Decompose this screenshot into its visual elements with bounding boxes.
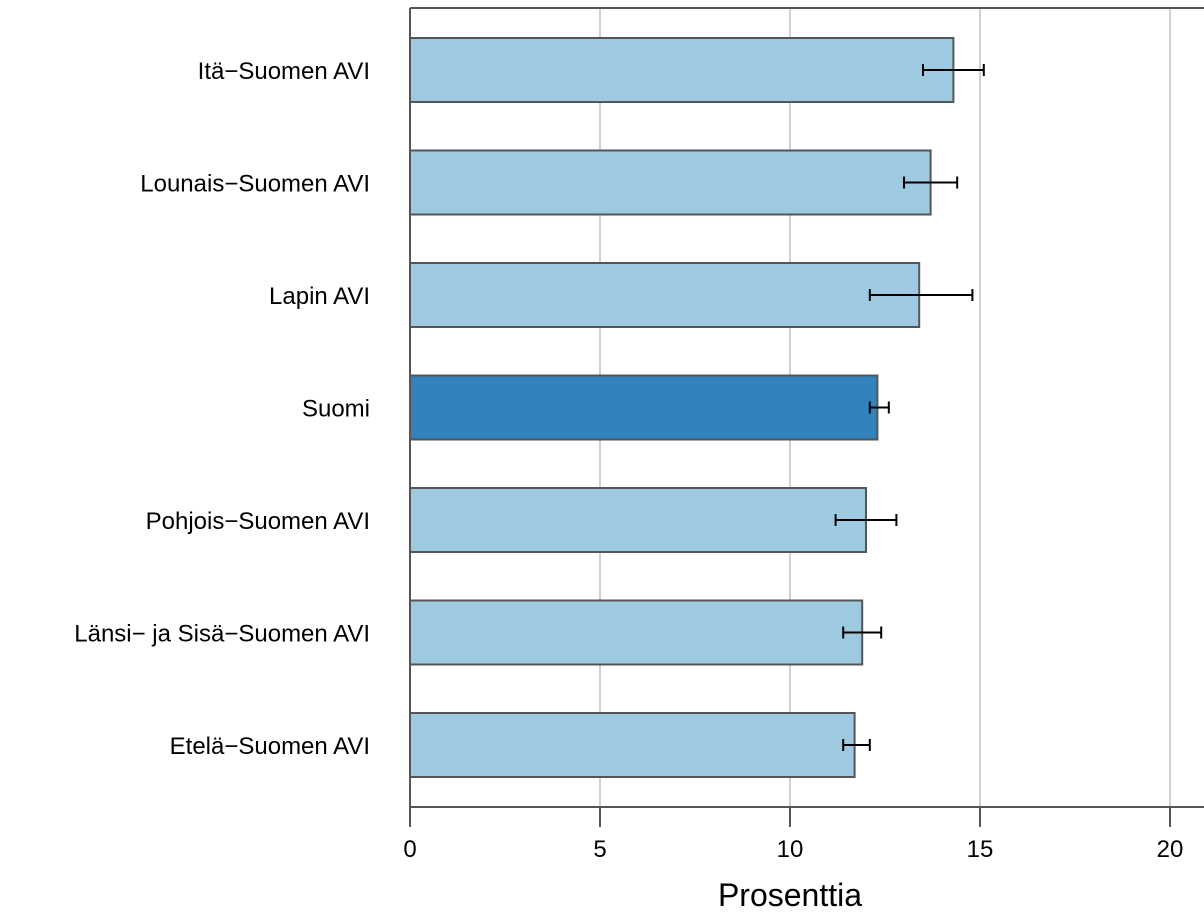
bars bbox=[409, 37, 955, 778]
bar bbox=[409, 37, 955, 103]
axes bbox=[409, 7, 1204, 827]
category-label: Länsi− ja Sisä−Suomen AVI bbox=[74, 621, 370, 648]
x-tick-label: 0 bbox=[403, 836, 416, 863]
error-bar bbox=[922, 64, 985, 76]
bar bbox=[409, 712, 856, 778]
bar bbox=[409, 262, 921, 328]
error-bar bbox=[834, 514, 898, 526]
error-bars bbox=[834, 64, 985, 751]
category-label: Lounais−Suomen AVI bbox=[140, 171, 370, 198]
category-label: Suomi bbox=[302, 396, 370, 423]
category-label: Itä−Suomen AVI bbox=[198, 58, 370, 85]
x-tick-label: 20 bbox=[1157, 836, 1184, 863]
error-bar bbox=[868, 289, 974, 301]
bar bbox=[409, 487, 867, 553]
error-bar bbox=[842, 626, 883, 639]
category-label: Lapin AVI bbox=[269, 283, 370, 310]
x-tick-label: 5 bbox=[593, 836, 606, 863]
x-axis-title: Prosenttia bbox=[718, 877, 862, 913]
category-labels: Itä−Suomen AVI Lounais−Suomen AVI Lapin AV… bbox=[74, 58, 370, 760]
bar bbox=[409, 599, 864, 666]
error-bar bbox=[868, 401, 890, 414]
bar bbox=[409, 149, 932, 216]
x-tick-label: 15 bbox=[967, 836, 994, 863]
x-tick-label: 10 bbox=[777, 836, 804, 863]
category-label: Etelä−Suomen AVI bbox=[170, 733, 370, 760]
category-label: Pohjois−Suomen AVI bbox=[146, 508, 370, 535]
x-tick-labels: 0 5 10 15 20 bbox=[403, 836, 1183, 863]
bar bbox=[409, 374, 879, 441]
error-bar bbox=[903, 176, 959, 189]
error-bar bbox=[842, 739, 871, 751]
